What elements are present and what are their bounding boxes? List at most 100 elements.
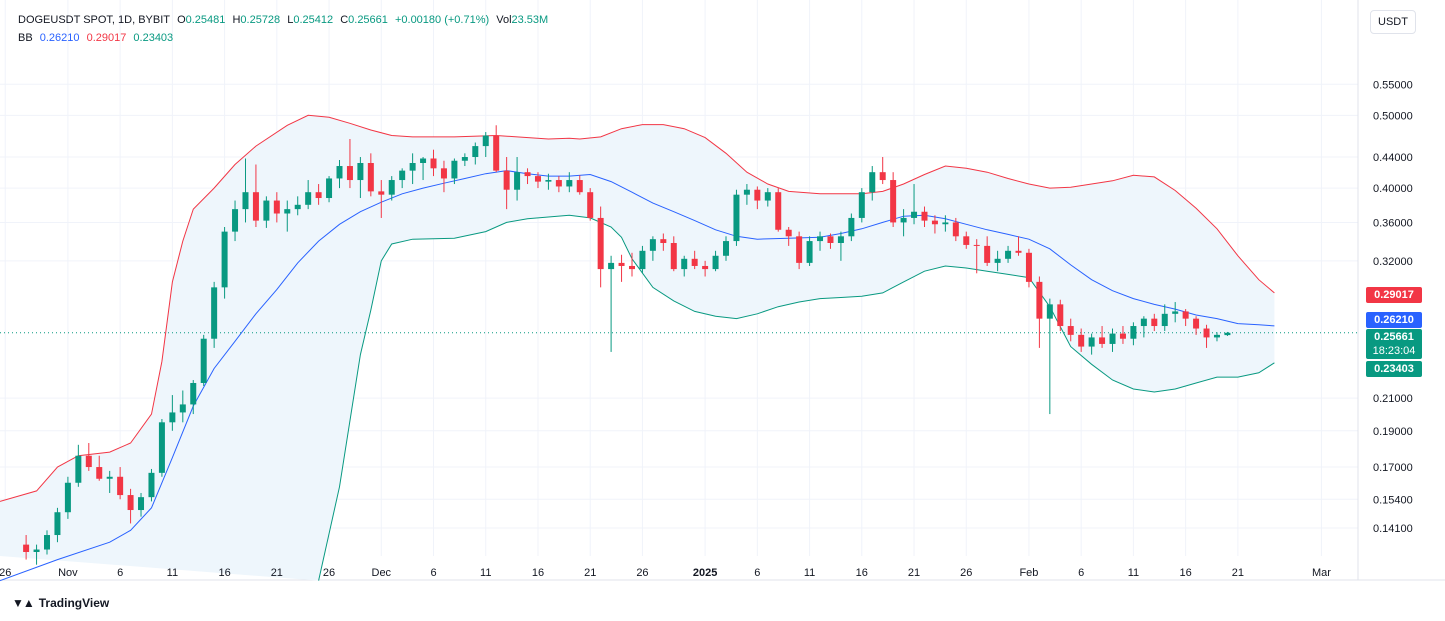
candle-body [336, 166, 343, 179]
candle-body [54, 512, 61, 536]
x-tick-label: 6 [430, 567, 436, 579]
candle-body [827, 236, 834, 243]
candle-body [273, 200, 280, 214]
candle-body [420, 158, 427, 164]
candle-body [796, 236, 803, 263]
x-tick-label: 11 [804, 567, 815, 579]
candle-body [148, 472, 155, 498]
candle-body [837, 236, 844, 243]
candle-body [921, 211, 928, 221]
candle-body [1078, 334, 1085, 347]
x-tick-label: 6 [1078, 567, 1084, 579]
candle-body [691, 258, 698, 266]
candle-body [503, 170, 510, 190]
candle-body [628, 265, 635, 270]
candle-body [984, 245, 991, 263]
open-label: O [177, 14, 186, 26]
candle-body [138, 497, 145, 511]
candle-body [566, 180, 573, 187]
x-tick-label: 26 [0, 567, 11, 579]
candle-body [85, 455, 92, 468]
candle-body [1193, 318, 1200, 329]
candle-body [242, 192, 249, 210]
x-tick-label: 6 [754, 567, 760, 579]
bb-lower-price-tag: 0.23403 [1366, 361, 1422, 377]
bb-legend[interactable]: BB 0.26210 0.29017 0.23403 [18, 32, 177, 44]
x-tick-label: 26 [960, 567, 972, 579]
candle-body [346, 166, 353, 181]
x-tick-label: Mar [1312, 567, 1331, 579]
close-value: 0.25661 [348, 14, 388, 26]
candle-body [1182, 311, 1189, 319]
candle-body [200, 338, 207, 383]
candle-body [754, 189, 761, 201]
bb-lower-value: 0.23403 [133, 32, 174, 44]
y-tick-label: 0.21000 [1373, 393, 1413, 405]
candle-body [96, 467, 103, 479]
candle-body [806, 241, 813, 263]
candle-body [430, 158, 437, 169]
candle-body [1172, 311, 1179, 314]
symbol-name[interactable]: DOGEUSDT SPOT, 1D, BYBIT [18, 14, 170, 26]
candle-body [597, 217, 604, 270]
candle-body [1046, 304, 1053, 319]
candle-body [378, 191, 385, 195]
candle-body [1015, 250, 1022, 253]
candle-body [252, 192, 259, 221]
candle-body [639, 250, 646, 270]
candle-body [660, 239, 667, 243]
y-tick-label: 0.19000 [1373, 426, 1413, 438]
candle-body [670, 242, 677, 270]
candle-body [388, 180, 395, 195]
high-value: 0.25728 [240, 14, 281, 26]
candle-body [127, 495, 134, 511]
x-tick-label: 2025 [693, 567, 717, 579]
candle-body [472, 146, 479, 158]
x-tick-label: 21 [584, 567, 596, 579]
y-tick-label: 0.55000 [1373, 79, 1413, 91]
candle-body [1057, 304, 1064, 327]
candle-body [534, 176, 541, 182]
candle-body [911, 211, 918, 218]
tradingview-logo[interactable]: ▼▲ TradingView [12, 596, 109, 610]
candle-body [64, 482, 71, 513]
tradingview-logo-icon: ▼▲ [12, 596, 35, 610]
bb-basis-price-tag: 0.26210 [1366, 312, 1422, 328]
candle-body [117, 476, 124, 496]
x-tick-label: 21 [908, 567, 920, 579]
x-tick-label: 16 [856, 567, 868, 579]
y-tick-label: 0.14100 [1373, 523, 1413, 535]
candle-body [1036, 281, 1043, 319]
last-price-tag: 0.25661 18:23:04 [1366, 329, 1422, 359]
currency-button[interactable]: USDT [1370, 10, 1416, 34]
x-tick-label: 16 [1180, 567, 1192, 579]
low-value: 0.25412 [293, 14, 334, 26]
x-tick-label: 11 [480, 567, 491, 579]
candle-body [545, 180, 552, 182]
candle-body [1213, 334, 1220, 338]
candle-body [869, 172, 876, 193]
volume-value: 23.53M [511, 14, 549, 26]
candle-body [963, 236, 970, 245]
candle-body [367, 163, 374, 192]
x-tick-label: Nov [58, 567, 78, 579]
x-tick-label: Feb [1019, 567, 1038, 579]
candle-body [555, 180, 562, 187]
candle-body [649, 239, 656, 251]
x-tick-label: 21 [271, 567, 283, 579]
candle-body [33, 549, 40, 552]
candle-body [44, 535, 51, 550]
candle-body [190, 382, 197, 405]
candle-body [1130, 326, 1137, 339]
candle-body [848, 217, 855, 237]
x-tick-label: 6 [117, 567, 123, 579]
tradingview-brand: TradingView [38, 596, 110, 610]
bb-lower-line [318, 214, 1275, 581]
candle-body [1025, 252, 1032, 282]
candle-body [931, 220, 938, 225]
last-price-value: 0.25661 [1374, 331, 1414, 343]
close-label: C [340, 14, 349, 26]
candle-body [221, 231, 228, 288]
y-tick-label: 0.50000 [1373, 110, 1413, 122]
